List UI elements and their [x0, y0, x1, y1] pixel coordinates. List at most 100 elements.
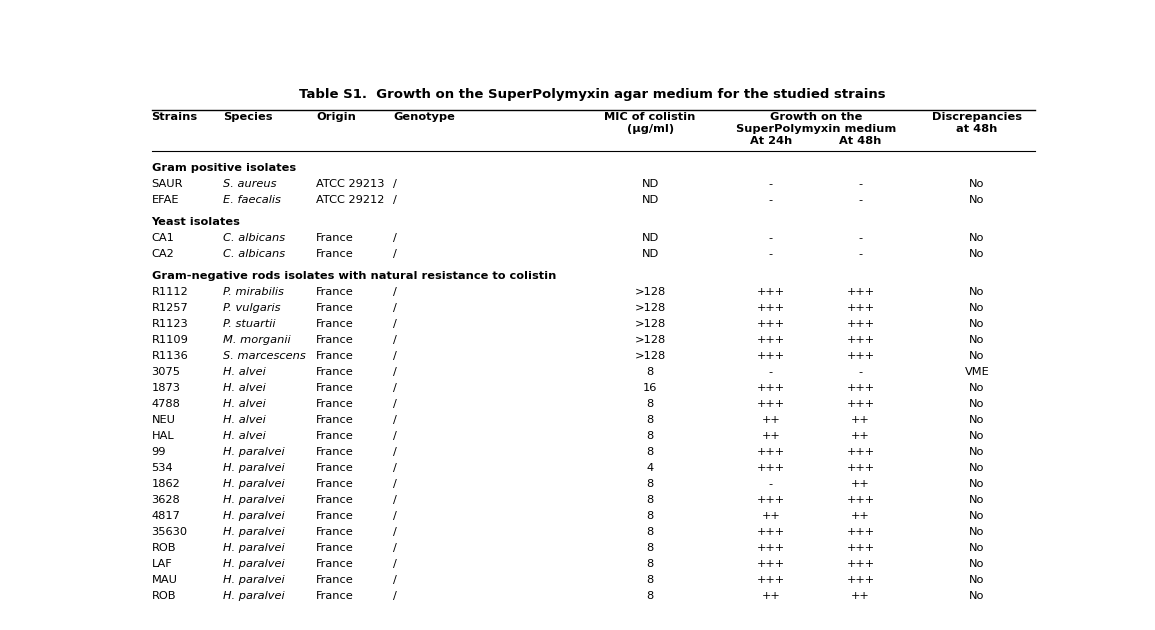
Text: /: /	[393, 249, 397, 259]
Text: /: /	[393, 415, 397, 425]
Text: +++: +++	[757, 382, 785, 392]
Text: ++: ++	[851, 431, 870, 441]
Text: Species: Species	[223, 112, 273, 122]
Text: +++: +++	[757, 527, 785, 537]
Text: France: France	[316, 559, 353, 569]
Text: /: /	[393, 399, 397, 409]
Text: +++: +++	[757, 319, 785, 329]
Text: 1862: 1862	[151, 479, 180, 489]
Text: -: -	[769, 479, 773, 489]
Text: /: /	[393, 479, 397, 489]
Text: 8: 8	[647, 559, 654, 569]
Text: France: France	[316, 431, 353, 441]
Text: France: France	[316, 462, 353, 472]
Text: +++: +++	[847, 399, 874, 409]
Text: No: No	[969, 179, 984, 189]
Text: 4817: 4817	[151, 511, 180, 521]
Text: ++: ++	[761, 415, 781, 425]
Text: -: -	[858, 179, 863, 189]
Text: France: France	[316, 319, 353, 329]
Text: Table S1.  Growth on the SuperPolymyxin agar medium for the studied strains: Table S1. Growth on the SuperPolymyxin a…	[299, 88, 885, 101]
Text: 16: 16	[643, 382, 657, 392]
Text: /: /	[393, 527, 397, 537]
Text: 8: 8	[647, 431, 654, 441]
Text: No: No	[969, 575, 984, 585]
Text: 3075: 3075	[151, 367, 180, 377]
Text: ++: ++	[761, 591, 781, 601]
Text: P. stuartii: P. stuartii	[223, 319, 276, 329]
Text: -: -	[769, 232, 773, 243]
Text: /: /	[393, 351, 397, 360]
Text: H. alvei: H. alvei	[223, 431, 266, 441]
Text: C. albicans: C. albicans	[223, 249, 285, 259]
Text: /: /	[393, 367, 397, 377]
Text: >128: >128	[634, 287, 665, 297]
Text: No: No	[969, 195, 984, 205]
Text: R1257: R1257	[151, 302, 188, 312]
Text: ++: ++	[851, 511, 870, 521]
Text: +++: +++	[847, 559, 874, 569]
Text: >128: >128	[634, 335, 665, 345]
Text: No: No	[969, 462, 984, 472]
Text: E. faecalis: E. faecalis	[223, 195, 281, 205]
Text: France: France	[316, 495, 353, 505]
Text: R1123: R1123	[151, 319, 188, 329]
Text: -: -	[769, 195, 773, 205]
Text: No: No	[969, 399, 984, 409]
Text: France: France	[316, 527, 353, 537]
Text: +++: +++	[757, 351, 785, 360]
Text: ++: ++	[851, 591, 870, 601]
Text: 35630: 35630	[151, 527, 187, 537]
Text: 534: 534	[151, 462, 173, 472]
Text: C. albicans: C. albicans	[223, 232, 285, 243]
Text: No: No	[969, 302, 984, 312]
Text: No: No	[969, 447, 984, 457]
Text: -: -	[858, 249, 863, 259]
Text: +++: +++	[847, 351, 874, 360]
Text: No: No	[969, 319, 984, 329]
Text: /: /	[393, 559, 397, 569]
Text: +++: +++	[757, 302, 785, 312]
Text: /: /	[393, 591, 397, 601]
Text: H. alvei: H. alvei	[223, 399, 266, 409]
Text: +++: +++	[757, 399, 785, 409]
Text: H. paralvei: H. paralvei	[223, 543, 285, 553]
Text: 8: 8	[647, 543, 654, 553]
Text: Strains: Strains	[151, 112, 198, 122]
Text: France: France	[316, 367, 353, 377]
Text: 1873: 1873	[151, 382, 180, 392]
Text: R1112: R1112	[151, 287, 188, 297]
Text: Genotype: Genotype	[393, 112, 455, 122]
Text: France: France	[316, 302, 353, 312]
Text: H. paralvei: H. paralvei	[223, 527, 285, 537]
Text: France: France	[316, 232, 353, 243]
Text: CA1: CA1	[151, 232, 174, 243]
Text: ND: ND	[641, 232, 658, 243]
Text: France: France	[316, 511, 353, 521]
Text: France: France	[316, 382, 353, 392]
Text: R1136: R1136	[151, 351, 188, 360]
Text: +++: +++	[757, 287, 785, 297]
Text: S. aureus: S. aureus	[223, 179, 277, 189]
Text: No: No	[969, 559, 984, 569]
Text: /: /	[393, 575, 397, 585]
Text: No: No	[969, 527, 984, 537]
Text: ND: ND	[641, 195, 658, 205]
Text: France: France	[316, 399, 353, 409]
Text: +++: +++	[757, 495, 785, 505]
Text: +++: +++	[847, 527, 874, 537]
Text: /: /	[393, 462, 397, 472]
Text: /: /	[393, 232, 397, 243]
Text: 8: 8	[647, 527, 654, 537]
Text: No: No	[969, 351, 984, 360]
Text: France: France	[316, 591, 353, 601]
Text: -: -	[858, 232, 863, 243]
Text: 8: 8	[647, 575, 654, 585]
Text: France: France	[316, 351, 353, 360]
Text: M. morganii: M. morganii	[223, 335, 291, 345]
Text: VME: VME	[964, 367, 989, 377]
Text: France: France	[316, 479, 353, 489]
Text: +++: +++	[847, 447, 874, 457]
Text: Gram positive isolates: Gram positive isolates	[151, 163, 296, 173]
Text: +++: +++	[757, 559, 785, 569]
